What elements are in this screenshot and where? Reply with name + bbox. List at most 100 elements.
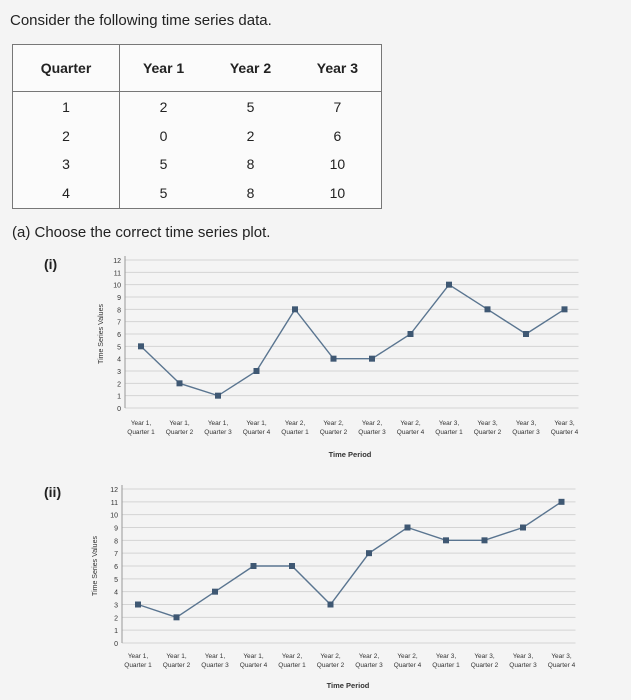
x-tick-label: Quarter 3 <box>201 662 229 669</box>
y-tick-label: 7 <box>117 320 121 327</box>
x-tick-label: Year 2, <box>320 653 341 660</box>
data-point <box>253 368 260 374</box>
y-tick-label: 9 <box>117 295 121 302</box>
y-tick-label: 3 <box>114 603 118 610</box>
y-tick-label: 0 <box>117 406 121 413</box>
x-tick-label: Year 2, <box>359 653 380 660</box>
y-axis-title: Time Series Values <box>92 536 99 596</box>
y-tick-label: 1 <box>114 628 118 635</box>
header-year-2: Year 2 <box>207 44 294 92</box>
time-series-table: Quarter Year 1 Year 2 Year 3 1 2 5 7 2 0… <box>12 44 382 209</box>
x-tick-label: Quarter 4 <box>243 429 271 436</box>
table-row: 2 0 2 6 <box>12 121 382 150</box>
x-tick-label: Year 1, <box>246 420 267 427</box>
x-axis-title: Time Period <box>327 681 370 690</box>
table-cell: 1 <box>12 91 120 122</box>
x-tick-label: Year 2, <box>362 420 383 427</box>
x-tick-label: Quarter 1 <box>432 662 460 669</box>
table-cell: 5 <box>246 98 255 115</box>
x-tick-label: Quarter 2 <box>471 662 499 669</box>
data-point <box>289 563 295 569</box>
data-point <box>523 331 529 337</box>
table-cell: 10 <box>329 156 346 173</box>
x-tick-label: Quarter 3 <box>204 429 232 436</box>
x-tick-label: Year 1, <box>131 420 152 427</box>
y-tick-label: 2 <box>114 615 118 622</box>
table-row: 1 2 5 7 <box>12 91 382 122</box>
x-tick-label: Year 3, <box>513 653 534 660</box>
y-tick-label: 0 <box>114 641 118 648</box>
x-tick-label: Year 2, <box>323 420 344 427</box>
table-cell: 2 <box>159 98 168 115</box>
table-cell: 3 <box>12 149 120 179</box>
table-cell: 5 <box>159 185 168 202</box>
x-tick-label: Year 2, <box>282 653 303 660</box>
table-cell: 2 <box>246 127 255 144</box>
x-tick-label: Year 2, <box>400 420 421 427</box>
table-cell: 5 <box>159 156 168 173</box>
data-point <box>558 498 565 505</box>
data-point <box>369 355 375 362</box>
x-tick-label: Quarter 1 <box>281 429 309 436</box>
data-point <box>215 392 221 399</box>
x-tick-label: Year 1, <box>128 653 149 660</box>
table-row: 3 5 8 10 <box>12 149 382 179</box>
table-cell: 0 <box>159 127 168 144</box>
x-tick-label: Year 2, <box>397 653 418 660</box>
y-tick-label: 2 <box>117 381 121 388</box>
x-tick-label: Quarter 4 <box>397 429 425 436</box>
header-year-1: Year 1 <box>119 44 208 92</box>
table-cell: 10 <box>329 185 346 202</box>
data-point <box>484 306 491 313</box>
y-tick-label: 10 <box>110 513 118 520</box>
y-tick-label: 4 <box>117 357 121 364</box>
x-tick-label: Quarter 4 <box>394 662 422 669</box>
y-tick-label: 6 <box>117 332 121 339</box>
data-point <box>520 524 526 531</box>
header-quarter: Quarter <box>12 44 120 92</box>
option-i-label[interactable]: (i) <box>44 256 58 272</box>
x-tick-label: Quarter 2 <box>163 662 191 669</box>
data-point <box>250 563 257 569</box>
y-axis-title: Time Series Values <box>98 304 105 364</box>
x-tick-label: Quarter 4 <box>240 662 268 669</box>
x-tick-label: Quarter 3 <box>355 662 383 669</box>
y-tick-label: 3 <box>117 369 121 376</box>
data-point <box>330 355 337 362</box>
data-point <box>446 281 452 288</box>
series-line <box>140 283 565 397</box>
y-tick-label: 7 <box>114 551 118 558</box>
data-point <box>561 306 568 313</box>
x-tick-label: Quarter 4 <box>551 429 579 436</box>
x-tick-label: Quarter 1 <box>278 662 306 669</box>
data-point <box>443 537 449 544</box>
x-tick-label: Year 3, <box>439 420 460 427</box>
table-header-row: Quarter Year 1 Year 2 Year 3 <box>12 44 382 92</box>
y-tick-label: 1 <box>117 394 121 401</box>
table-cell: 8 <box>246 185 255 202</box>
y-tick-label: 10 <box>113 283 121 290</box>
x-tick-label: Year 3, <box>436 653 457 660</box>
data-point <box>481 537 488 544</box>
x-axis-title: Time Period <box>329 450 372 459</box>
y-tick-label: 6 <box>114 564 118 571</box>
y-tick-label: 5 <box>114 577 118 584</box>
x-tick-label: Year 3, <box>516 420 537 427</box>
x-tick-label: Year 1, <box>169 420 190 427</box>
y-tick-label: 12 <box>110 487 118 494</box>
data-point <box>138 343 144 350</box>
x-tick-label: Quarter 3 <box>509 662 537 669</box>
data-point <box>176 380 183 387</box>
question-a: (a) Choose the correct time series plot. <box>12 224 271 241</box>
x-tick-label: Year 2, <box>285 420 306 427</box>
y-tick-label: 8 <box>114 538 118 545</box>
x-tick-label: Year 1, <box>208 420 229 427</box>
data-point <box>292 306 298 313</box>
data-point <box>135 601 141 608</box>
y-tick-label: 11 <box>114 270 121 277</box>
x-tick-label: Quarter 2 <box>317 662 345 669</box>
option-ii-label[interactable]: (ii) <box>44 484 62 500</box>
x-tick-label: Year 3, <box>554 420 575 427</box>
